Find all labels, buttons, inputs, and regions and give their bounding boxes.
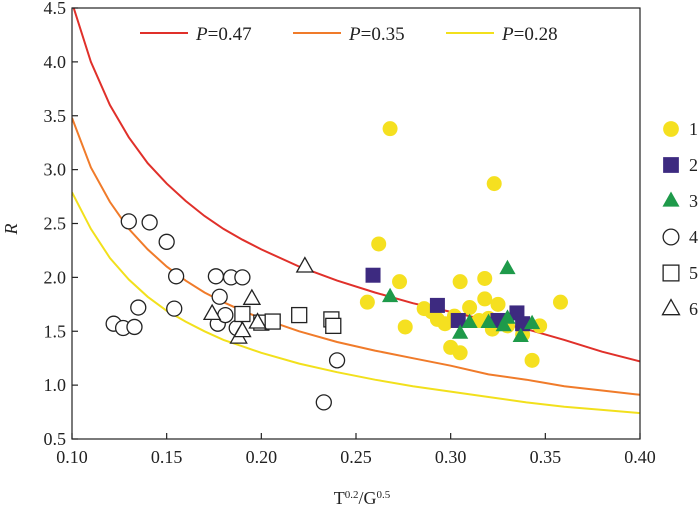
- legend-label-3: P=0.28: [501, 24, 558, 45]
- series-2-point: [450, 312, 466, 328]
- x-tick-label: 0.30: [435, 447, 467, 467]
- side-legend-marker-4: [662, 228, 680, 246]
- y-tick-label: 2.0: [44, 267, 67, 287]
- marker-legend: 1 2 3 4 5 6: [661, 119, 698, 319]
- y-tick-label: 1.5: [44, 321, 67, 341]
- side-legend-marker-1: [663, 121, 679, 137]
- series-3-point: [495, 316, 512, 332]
- series-4-point: [234, 269, 251, 286]
- series-1-point: [392, 274, 408, 290]
- curve-legend: P=0.47 P=0.35 P=0.28: [140, 24, 558, 45]
- x-tick-label: 0.15: [151, 447, 183, 467]
- series-3-point: [480, 313, 497, 329]
- series-4-point: [207, 268, 225, 285]
- series-6-point: [248, 312, 267, 329]
- series-4-point: [328, 352, 346, 369]
- series-3-point: [523, 314, 541, 330]
- x-axis: 0.10 0.15 0.20 0.25 0.30 0.35 0.40: [56, 433, 656, 467]
- series-5-point: [291, 306, 308, 324]
- curves-layer: [72, 8, 640, 415]
- y-tick-label: 4.0: [44, 52, 67, 72]
- series-2-point: [429, 297, 445, 313]
- series-1-point: [371, 236, 387, 252]
- side-legend-label-6: 6: [689, 299, 698, 319]
- y-axis: 0.5 1.0 1.5 2.0 2.5 3.0 3.5 4.0 4.5: [44, 0, 78, 449]
- x-tick-label: 0.25: [340, 447, 372, 467]
- curve-line-3: [72, 191, 640, 415]
- series-1-point: [552, 294, 568, 310]
- legend-label-2: P=0.35: [348, 24, 405, 45]
- y-tick-label: 0.5: [44, 429, 67, 449]
- side-legend-label-5: 5: [689, 263, 698, 283]
- series-4-point: [217, 306, 234, 324]
- series-1-point: [490, 296, 506, 312]
- series-4-point: [126, 318, 143, 336]
- series-1-point: [486, 176, 502, 192]
- series-4-point: [211, 288, 228, 305]
- series-3-point: [381, 287, 399, 303]
- series-1-point: [452, 345, 468, 361]
- series-6-point: [242, 288, 262, 305]
- x-tick-label: 0.35: [530, 447, 562, 467]
- y-tick-label: 2.5: [44, 214, 67, 234]
- side-legend-marker-6: [661, 298, 681, 316]
- series-2-point: [365, 267, 381, 283]
- series-3-point: [499, 309, 516, 324]
- x-axis-title: T0.2/G0.5: [334, 488, 391, 508]
- side-legend-marker-2: [663, 157, 679, 173]
- series-4-point: [120, 213, 137, 230]
- series-1-point: [359, 294, 375, 310]
- marks-layer: [105, 121, 568, 411]
- side-legend-label-1: 1: [689, 119, 698, 139]
- series-4-point: [167, 268, 185, 285]
- series-6-point: [233, 320, 252, 338]
- series-6-point: [202, 303, 222, 321]
- side-legend-label-3: 3: [689, 191, 698, 211]
- y-tick-label: 3.5: [44, 106, 67, 126]
- series-1-point: [382, 121, 398, 137]
- series-4-point: [158, 233, 175, 250]
- series-3-point: [512, 327, 529, 343]
- side-legend-marker-5: [662, 264, 680, 282]
- curve-line-2: [72, 117, 640, 396]
- side-legend-label-2: 2: [689, 155, 698, 175]
- series-1-point: [462, 300, 478, 316]
- y-tick-label: 4.5: [44, 0, 67, 18]
- y-tick-label: 3.0: [44, 160, 67, 180]
- y-tick-label: 1.0: [44, 375, 67, 395]
- x-tick-label: 0.20: [246, 447, 278, 467]
- series-6-point: [295, 256, 315, 273]
- side-legend-label-4: 4: [689, 227, 698, 247]
- series-5-point: [264, 313, 281, 330]
- legend-label-1: P=0.47: [195, 24, 252, 45]
- series-3-point: [452, 324, 469, 339]
- series-5-point: [234, 305, 251, 323]
- series-1-point: [397, 319, 413, 335]
- series-1-point: [452, 274, 468, 290]
- series-3-point: [461, 313, 478, 329]
- series-4-point: [315, 394, 332, 411]
- x-tick-label: 0.40: [624, 447, 656, 467]
- series-4-point: [141, 214, 158, 231]
- series-1-point: [524, 352, 540, 368]
- series-5-point: [325, 317, 342, 335]
- x-tick-label: 0.10: [56, 447, 88, 467]
- series-3-point: [499, 259, 516, 275]
- series-1-point: [477, 270, 493, 286]
- series-1-point: [477, 291, 493, 307]
- y-axis-title: R: [1, 224, 21, 236]
- series-4-point: [166, 300, 183, 317]
- curve-line-1: [72, 8, 640, 363]
- series-4-point: [130, 299, 147, 316]
- side-legend-marker-3: [662, 191, 680, 207]
